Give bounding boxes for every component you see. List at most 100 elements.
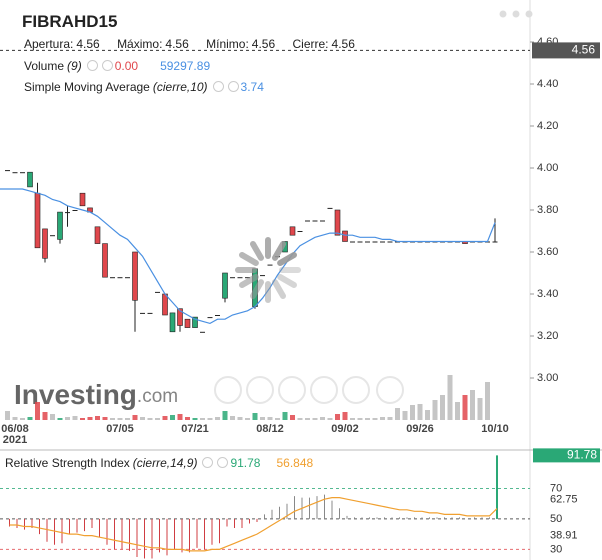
gear-icon[interactable]	[227, 81, 239, 92]
rsi-legend: Relative Strength Index (cierre,14,9) 91.7…	[5, 456, 316, 470]
volume-bar	[245, 418, 250, 420]
x-tick-label: 08/12	[256, 423, 284, 435]
volume-bar	[447, 375, 453, 420]
volume-bar	[425, 410, 430, 420]
candle-body	[215, 315, 220, 316]
candle-body	[387, 241, 393, 243]
volume-bar	[327, 418, 333, 420]
toolbar-button[interactable]	[310, 376, 338, 404]
volume-bar	[387, 417, 393, 420]
y-tick-label: 38.91	[550, 530, 578, 542]
volume-bar	[237, 417, 243, 420]
toolbar-button[interactable]	[246, 376, 274, 404]
volume-bar	[222, 411, 228, 420]
volume-bar	[417, 404, 423, 420]
candle-body	[20, 172, 25, 174]
volume-bar	[230, 416, 235, 420]
candle-body	[57, 211, 63, 240]
volume-bar	[162, 416, 168, 420]
loading-spinner	[272, 241, 286, 261]
volume-bar	[132, 415, 138, 420]
ohlc-row: Apertura: 4.56 Máximo: 4.56 Mínimo: 4.56 Ci…	[24, 37, 358, 51]
volume-bar	[342, 412, 348, 420]
signal-line	[9, 497, 498, 552]
y-tick-label: 3.20	[537, 330, 558, 342]
gear-icon[interactable]	[101, 60, 113, 71]
loading-spinner	[239, 252, 259, 266]
candle-body	[492, 241, 498, 243]
candle-body	[102, 243, 108, 278]
volume-bar	[395, 408, 400, 420]
volume-bar	[20, 418, 25, 420]
y-tick-label: 70	[550, 482, 562, 494]
volume-bar	[402, 411, 408, 420]
candle-body	[372, 241, 378, 243]
candle-body	[162, 293, 168, 316]
eye-icon[interactable]	[86, 60, 98, 71]
volume-bar	[372, 418, 378, 420]
legend-params: (9)	[67, 59, 82, 73]
volume-bar	[305, 418, 310, 420]
volume-bar	[357, 418, 363, 420]
volume-bar	[470, 390, 475, 420]
y-tick-label: 50	[550, 513, 562, 525]
legend-name: Simple Moving Average	[24, 80, 150, 94]
volume-bar	[410, 405, 415, 420]
legend-name: Relative Strength Index	[5, 456, 130, 470]
candle-body	[222, 272, 228, 299]
volume-bar	[477, 398, 483, 420]
y-tick-label: 4.40	[537, 78, 558, 90]
legend-name: Volume	[24, 59, 65, 73]
candle-body	[237, 277, 243, 279]
volume-bar	[140, 417, 145, 420]
volume-bar	[42, 412, 48, 420]
eye-icon[interactable]	[212, 81, 224, 92]
volume-bar	[282, 412, 288, 420]
volume-bar	[462, 395, 468, 420]
loading-spinner	[277, 252, 297, 266]
candle-body	[380, 241, 385, 243]
volume-bar	[125, 418, 130, 420]
y-tick-label: 3.60	[537, 246, 558, 258]
volume-bar	[200, 418, 205, 420]
y-tick-label: 30	[550, 543, 562, 555]
gear-icon[interactable]	[217, 457, 229, 468]
y-tick-label: 4.00	[537, 162, 558, 174]
watermark-suffix: .com	[137, 386, 178, 407]
volume-bar	[177, 414, 183, 420]
volume-bar	[117, 418, 123, 420]
toolbar-button[interactable]	[342, 376, 370, 404]
volume-bar	[65, 417, 70, 420]
candle-body	[12, 172, 18, 174]
candle-body	[155, 291, 160, 293]
candle-body	[230, 277, 235, 279]
candle-body	[207, 317, 213, 319]
toolbar-button[interactable]	[278, 376, 306, 404]
candle-body	[34, 192, 41, 249]
eye-icon[interactable]	[202, 457, 214, 468]
volume-bar	[170, 415, 175, 420]
price-box	[532, 42, 600, 59]
ohlc-value: 4.56	[76, 37, 100, 51]
y-tick-label: 3.00	[537, 372, 558, 384]
volume-bar	[432, 400, 438, 420]
sma-legend: Simple Moving Average (cierre,10) 3.74	[24, 80, 267, 94]
watermark: Investing.com	[14, 379, 178, 410]
ohlc-label: Cierre:	[292, 37, 329, 51]
candle-body	[42, 228, 48, 259]
ohlc-value: 4.56	[331, 37, 355, 51]
volume-bar	[12, 417, 18, 420]
volume-bar	[57, 418, 63, 420]
panel-icon	[512, 10, 520, 18]
volume-bar	[267, 417, 273, 420]
candle-body	[342, 230, 348, 242]
toolbar-button[interactable]	[214, 376, 242, 404]
candle-body	[334, 209, 341, 236]
toolbar-button[interactable]	[376, 376, 404, 404]
ohlc-label: Apertura:	[24, 37, 74, 51]
candle-body	[245, 277, 250, 279]
volume-bar	[260, 417, 265, 420]
volume-bar	[147, 418, 153, 420]
ohlc-label: Máximo:	[117, 37, 163, 51]
